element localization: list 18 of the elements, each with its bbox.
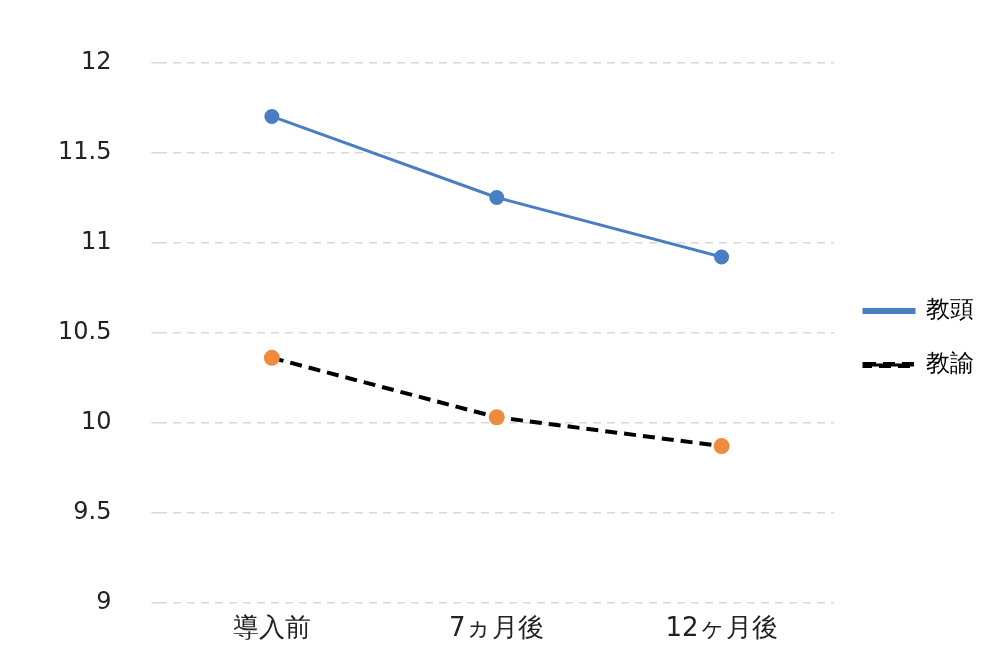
y-tick-label: 12	[80, 46, 112, 75]
point	[714, 249, 730, 265]
point	[264, 108, 280, 124]
point	[488, 409, 505, 426]
y-tick-label: 11.5	[58, 136, 112, 165]
x-tick-label: 12ヶ月後	[665, 612, 778, 643]
y-tick-label: 9	[96, 587, 112, 616]
legend-label: 教頭	[926, 295, 974, 324]
y-tick-label: 9.5	[73, 496, 112, 525]
x-tick-label: 導入前	[232, 612, 311, 643]
y-tick-label: 10.5	[58, 316, 112, 345]
x-tick-label: 7ヵ月後	[448, 612, 545, 643]
y-tick-label: 11	[80, 226, 112, 255]
point	[263, 349, 280, 366]
legend-label: 教諭	[926, 349, 974, 378]
point	[489, 190, 505, 205]
y-tick-label: 10	[80, 406, 112, 435]
point	[713, 438, 730, 455]
